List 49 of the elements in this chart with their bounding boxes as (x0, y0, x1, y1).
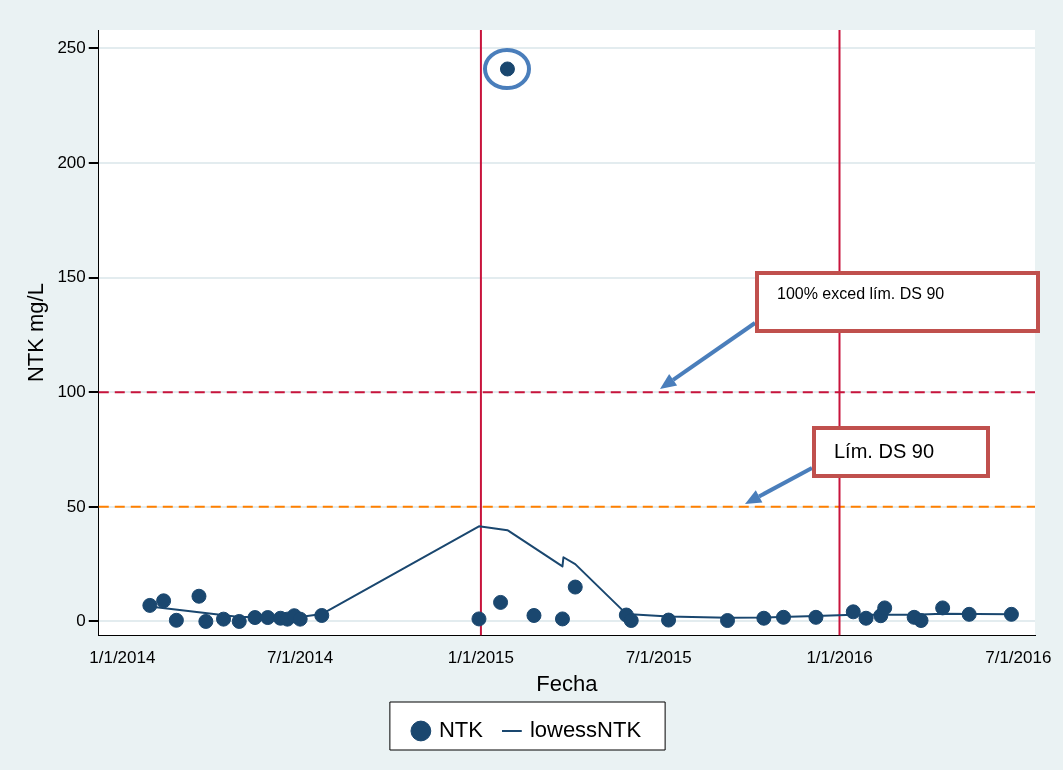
point (526, 607, 542, 623)
y-tick-label: 200 (57, 152, 86, 172)
note-box: 100% exced lím. DS 90 (755, 271, 1040, 333)
point (168, 612, 184, 628)
y-tick-label: 250 (57, 38, 86, 58)
legend-label: lowessNTK (529, 717, 642, 743)
point (216, 611, 232, 627)
point (471, 611, 487, 627)
y-tick-label: 100 (57, 381, 86, 401)
point (661, 612, 677, 628)
point (156, 593, 172, 609)
point (845, 604, 861, 620)
annotation: 100% exced lím. DS 90 (777, 285, 945, 302)
point (935, 600, 951, 616)
point (247, 610, 263, 626)
point (961, 606, 977, 622)
x-tick-label: 7/1/2015 (625, 648, 692, 668)
note-box: Lím. DS 90 (812, 426, 990, 478)
point (231, 613, 247, 629)
annotation: Lím. DS 90 (834, 440, 935, 462)
point (493, 594, 509, 610)
point (554, 611, 570, 627)
x-tick-label: 1/1/2015 (447, 648, 515, 668)
y-tick-label: 50 (66, 496, 86, 516)
point (198, 613, 214, 629)
x-tick-label: 7/1/2016 (985, 648, 1052, 668)
y-tick-label: 150 (57, 267, 86, 287)
point (567, 579, 583, 595)
point (776, 609, 791, 625)
point (292, 611, 308, 627)
point (623, 613, 639, 629)
x-axis-title: Fecha (536, 670, 599, 696)
point (1003, 606, 1019, 622)
x-tick-label: 1/1/2016 (806, 648, 873, 668)
x-tick-label: 1/1/2014 (89, 648, 156, 668)
x-tick-label: 7/1/2014 (267, 648, 334, 668)
point (720, 613, 736, 629)
y-axis-title: NTK mg/L (23, 283, 49, 383)
point (913, 613, 929, 629)
legend-label: NTK (438, 717, 484, 743)
y-tick-label: 0 (76, 611, 86, 631)
point (877, 600, 893, 616)
point (858, 610, 874, 626)
point (260, 610, 276, 626)
point (756, 610, 772, 626)
point (808, 609, 824, 625)
point (142, 597, 158, 613)
point (191, 588, 207, 604)
point (314, 607, 330, 623)
